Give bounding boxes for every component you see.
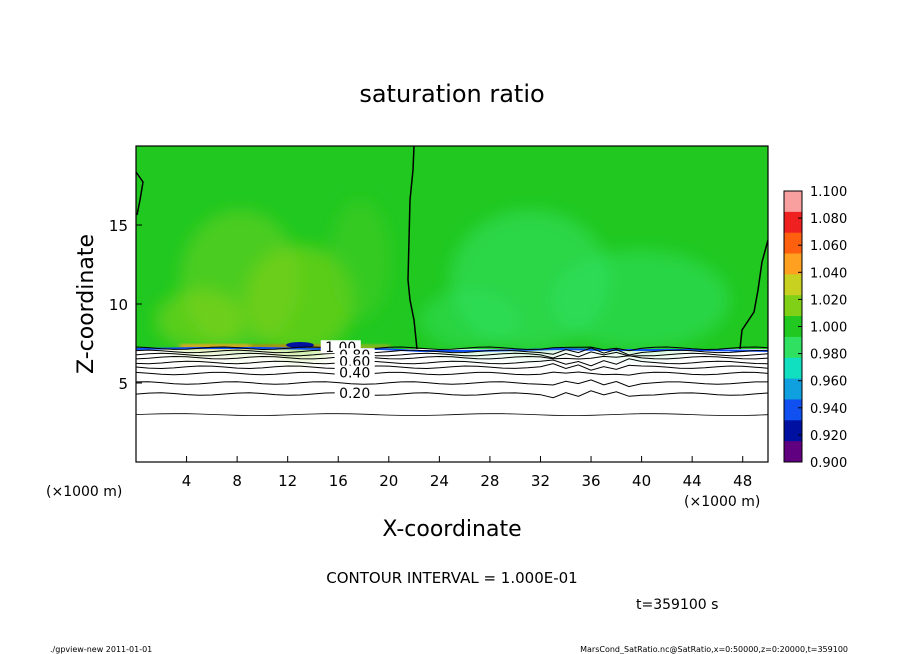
contour-label-bg xyxy=(334,386,375,400)
contour-label-bg xyxy=(334,365,375,379)
y-tick-label: 15 xyxy=(109,217,128,235)
contour-line xyxy=(136,379,768,388)
x-tick-label: 8 xyxy=(232,472,242,490)
contour-interval-text: CONTOUR INTERVAL = 1.000E-01 xyxy=(326,569,577,587)
colorbar-swatch xyxy=(784,274,802,296)
colorbar-tick-label: 0.940 xyxy=(810,402,847,417)
contour-label: 0.40 xyxy=(339,366,370,382)
contour-vertical-center xyxy=(407,146,418,350)
colorbar-tick-label: 0.900 xyxy=(810,456,847,471)
contour-line xyxy=(136,358,768,367)
chart-title: saturation ratio xyxy=(359,80,544,108)
footer-left: ./gpview-new 2011-01-01 xyxy=(50,645,152,654)
contour-labels: 1.000.800.600.400.20 xyxy=(320,340,375,402)
colorbar-tick-label: 1.020 xyxy=(810,293,847,308)
y-tick-label: 5 xyxy=(118,375,128,393)
y-tick-label: 10 xyxy=(109,296,128,314)
colorbar-tick-label: 1.060 xyxy=(810,239,847,254)
contour-line xyxy=(136,346,768,352)
colorbar: 1.100 1.080 1.060 1.040 1.020 1.000 0.980 0.960… xyxy=(783,185,847,471)
colorbar-swatch xyxy=(784,295,802,317)
y-axis-ticks: 5 10 15 xyxy=(109,217,142,393)
x-tick-label: 4 xyxy=(182,472,192,490)
colorbar-swatch xyxy=(784,211,802,234)
colorbar-swatch xyxy=(784,232,802,255)
x-tick-label: 44 xyxy=(683,472,702,490)
contour-line xyxy=(136,413,768,416)
contour-lines xyxy=(136,346,768,416)
x-tick-label: 36 xyxy=(581,472,600,490)
colorbar-tick-label: 1.000 xyxy=(810,321,847,336)
plot-area xyxy=(136,146,768,462)
colorbar-swatch xyxy=(784,441,802,463)
contour-line xyxy=(136,355,768,360)
x-tick-label: 24 xyxy=(430,472,449,490)
colorbar-tick-label: 1.040 xyxy=(810,266,847,281)
contour-label-bg xyxy=(334,354,375,368)
colorbar-tick-label: 0.960 xyxy=(810,375,847,390)
contour-line xyxy=(136,363,768,371)
colorbar-swatch xyxy=(784,420,802,442)
contour-line xyxy=(136,351,768,359)
colorbar-swatch xyxy=(784,191,802,213)
colorbar-tick-label: 1.100 xyxy=(810,185,847,200)
colorbar-swatch xyxy=(784,357,802,380)
colorbar-swatch xyxy=(784,378,802,400)
colorbar-swatch xyxy=(784,336,802,359)
field-shading-left xyxy=(155,200,390,355)
x-axis-unit-right: (×1000 m) xyxy=(684,494,760,510)
x-tick-label: 48 xyxy=(733,472,752,490)
cloud-base-blue-line xyxy=(136,347,768,352)
colorbar-tick-label: 1.080 xyxy=(810,212,847,227)
x-axis-ticks: 4 8 12 16 20 24 28 32 36 40 44 48 xyxy=(182,456,752,490)
y-axis-label: Z-coordinate xyxy=(74,234,99,374)
contour-label: 0.20 xyxy=(339,386,370,402)
contour-line xyxy=(136,347,768,356)
contour-line xyxy=(136,390,768,399)
contour-vertical-left xyxy=(136,171,144,216)
footer-right: MarsCond_SatRatio.nc@SatRatio,x=0:50000,… xyxy=(580,645,848,654)
x-axis-unit-left: (×1000 m) xyxy=(46,484,122,500)
contour-line xyxy=(136,371,768,376)
contour-vertical-right xyxy=(739,239,768,350)
field-shading-right xyxy=(420,210,730,350)
x-tick-label: 16 xyxy=(329,472,348,490)
colorbar-swatch xyxy=(784,399,802,421)
x-tick-label: 32 xyxy=(531,472,550,490)
cloud-dark-patch xyxy=(286,342,314,348)
x-tick-label: 20 xyxy=(379,472,398,490)
colorbar-swatch xyxy=(784,316,802,338)
x-tick-label: 28 xyxy=(480,472,499,490)
time-label: t=359100 s xyxy=(636,597,718,613)
colorbar-tick-label: 0.980 xyxy=(810,348,847,363)
colorbar-tick-label: 0.920 xyxy=(810,429,847,444)
x-axis-label: X-coordinate xyxy=(382,517,521,542)
x-tick-label: 12 xyxy=(278,472,297,490)
x-tick-label: 40 xyxy=(632,472,651,490)
colorbar-swatch xyxy=(784,253,802,275)
